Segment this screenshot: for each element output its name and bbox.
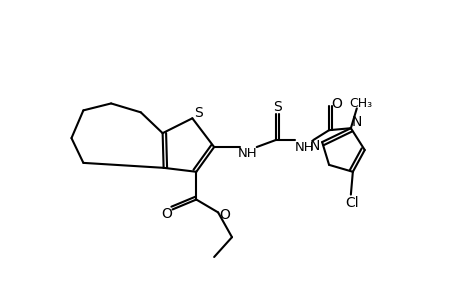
Text: CH₃: CH₃ (348, 97, 371, 110)
Text: O: O (331, 98, 341, 111)
Text: O: O (219, 208, 230, 222)
Text: S: S (194, 106, 202, 120)
Text: S: S (273, 100, 281, 114)
Text: NH: NH (294, 140, 313, 154)
Text: N: N (309, 139, 320, 153)
Text: NH: NH (237, 148, 257, 160)
Text: N: N (351, 115, 361, 129)
Text: Cl: Cl (344, 196, 358, 209)
Text: O: O (161, 207, 172, 221)
